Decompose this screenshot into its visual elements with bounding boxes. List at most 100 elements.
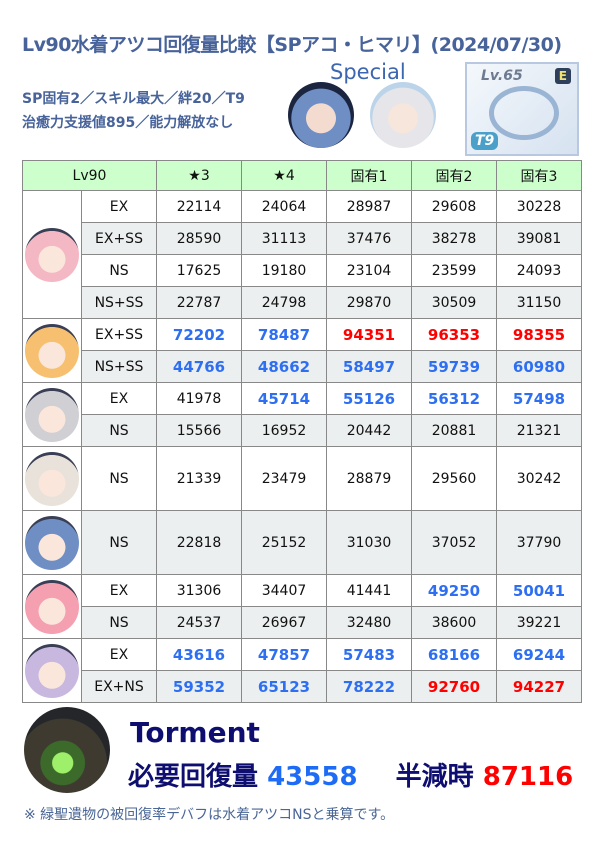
skill-type: NS <box>81 510 157 575</box>
healing-table: Lv90 ★3 ★4 固有1 固有2 固有3 EX 22114 24064 28987… <box>22 160 582 703</box>
character-avatar-cell <box>22 382 82 447</box>
heal-value: 29560 <box>411 446 497 511</box>
equipment-card: Lv.65 E T9 <box>465 62 579 156</box>
heal-value: 60980 <box>496 350 582 383</box>
table-row: EX 31306 34407 41441 49250 50041 <box>22 574 582 639</box>
character-3-avatar <box>25 387 79 442</box>
heal-value: 45714 <box>241 382 327 415</box>
table-row: NS 24537 26967 32480 38600 39221 <box>23 606 582 639</box>
heal-value: 59352 <box>156 670 242 703</box>
character-avatar-cell <box>22 190 82 319</box>
skill-type: EX <box>81 638 157 671</box>
heal-value: 41978 <box>156 382 242 415</box>
footnote: ※ 緑聖遺物の被回復率デバフは水着アツコNSと乗算です。 <box>24 807 395 823</box>
heal-value: 78487 <box>241 318 327 351</box>
required-label: 必要回復量 <box>128 762 259 792</box>
heal-value: 23599 <box>411 254 497 287</box>
heal-value: 28590 <box>156 222 242 255</box>
heal-value: 41441 <box>326 574 412 607</box>
heal-value: 44766 <box>156 350 242 383</box>
header-unique2: 固有2 <box>411 160 497 191</box>
character-avatar-cell <box>22 510 82 575</box>
header-star3: ★3 <box>156 160 242 191</box>
heal-value: 38278 <box>411 222 497 255</box>
heal-value: 28987 <box>326 190 412 223</box>
skill-type: EX <box>81 382 157 415</box>
heal-value: 57498 <box>496 382 582 415</box>
skill-type: EX <box>81 574 157 607</box>
table-row: EX 41978 45714 55126 56312 57498 <box>22 382 582 447</box>
condition-line-1: SP固有2／スキル最大／絆20／T9 <box>22 91 245 107</box>
heal-value: 30242 <box>496 446 582 511</box>
table-row: NS+SS 22787 24798 29870 30509 31150 <box>23 286 582 319</box>
heal-value: 20881 <box>411 414 497 447</box>
table-row: EX+SS 72202 78487 94351 96353 98355 <box>22 318 582 383</box>
character-avatar-cell <box>22 638 82 703</box>
equipment-level: Lv.65 <box>481 68 523 84</box>
character-avatar-cell <box>22 574 82 639</box>
table-row: EX+SS 28590 31113 37476 38278 39081 <box>23 222 582 255</box>
heal-value: 65123 <box>241 670 327 703</box>
skill-type: EX+SS <box>81 222 157 255</box>
heal-value: 30509 <box>411 286 497 319</box>
equipment-tier: T9 <box>471 132 499 150</box>
heal-value: 59739 <box>411 350 497 383</box>
skill-type: NS+SS <box>81 350 157 383</box>
heal-value: 25152 <box>241 510 327 575</box>
table-row: EX+NS 59352 65123 78222 92760 94227 <box>23 670 582 703</box>
character-7-avatar <box>25 643 79 698</box>
character-2-avatar <box>25 323 79 378</box>
character-avatar-cell <box>22 446 82 511</box>
heal-value: 94351 <box>326 318 412 351</box>
table-header: Lv90 ★3 ★4 固有1 固有2 固有3 <box>22 160 582 191</box>
heal-value: 92760 <box>411 670 497 703</box>
skill-type: NS+SS <box>81 286 157 319</box>
skill-type: EX <box>81 190 157 223</box>
required-value: 43558 <box>267 762 358 792</box>
heal-value: 43616 <box>156 638 242 671</box>
table-row: NS 15566 16952 20442 20881 21321 <box>23 414 582 447</box>
heal-value: 37052 <box>411 510 497 575</box>
necklace-icon <box>489 86 559 140</box>
heal-value: 94227 <box>496 670 582 703</box>
table-row: EX 22114 24064 28987 29608 30228 <box>22 190 582 319</box>
table-row: NS+SS 44766 48662 58497 59739 60980 <box>23 350 582 383</box>
header-lv90: Lv90 <box>22 160 157 191</box>
heal-value: 39081 <box>496 222 582 255</box>
header-unique1: 固有1 <box>326 160 412 191</box>
heal-value: 68166 <box>411 638 497 671</box>
heal-value: 19180 <box>241 254 327 287</box>
heal-value: 23104 <box>326 254 412 287</box>
boss-icon <box>24 707 110 793</box>
character-5-avatar <box>25 515 79 570</box>
heal-value: 56312 <box>411 382 497 415</box>
heal-value: 31306 <box>156 574 242 607</box>
heal-value: 22114 <box>156 190 242 223</box>
table-row: NS 17625 19180 23104 23599 24093 <box>23 254 582 287</box>
table-row: EX 43616 47857 57483 68166 69244 <box>22 638 582 703</box>
skill-type: NS <box>81 446 157 511</box>
equipment-grade: E <box>554 68 571 84</box>
table-row: NS 21339 23479 28879 29560 30242 <box>22 446 582 511</box>
table-row: NS 22818 25152 31030 37052 37790 <box>22 510 582 575</box>
heal-value: 21321 <box>496 414 582 447</box>
header-star4: ★4 <box>241 160 327 191</box>
heal-value: 16952 <box>241 414 327 447</box>
heal-value: 34407 <box>241 574 327 607</box>
heal-value: 24093 <box>496 254 582 287</box>
heal-value: 30228 <box>496 190 582 223</box>
special-label: Special <box>330 60 406 84</box>
heal-value: 24064 <box>241 190 327 223</box>
boss-name: Torment <box>130 716 260 749</box>
skill-type: EX+NS <box>81 670 157 703</box>
heal-value: 31030 <box>326 510 412 575</box>
heal-value: 22818 <box>156 510 242 575</box>
character-4-avatar <box>25 451 79 506</box>
required-healing: 必要回復量 43558 半減時 87116 <box>128 756 573 793</box>
heal-value: 37790 <box>496 510 582 575</box>
heal-value: 23479 <box>241 446 327 511</box>
heal-value: 39221 <box>496 606 582 639</box>
heal-value: 22787 <box>156 286 242 319</box>
support-avatar-ako <box>288 82 354 148</box>
heal-value: 57483 <box>326 638 412 671</box>
